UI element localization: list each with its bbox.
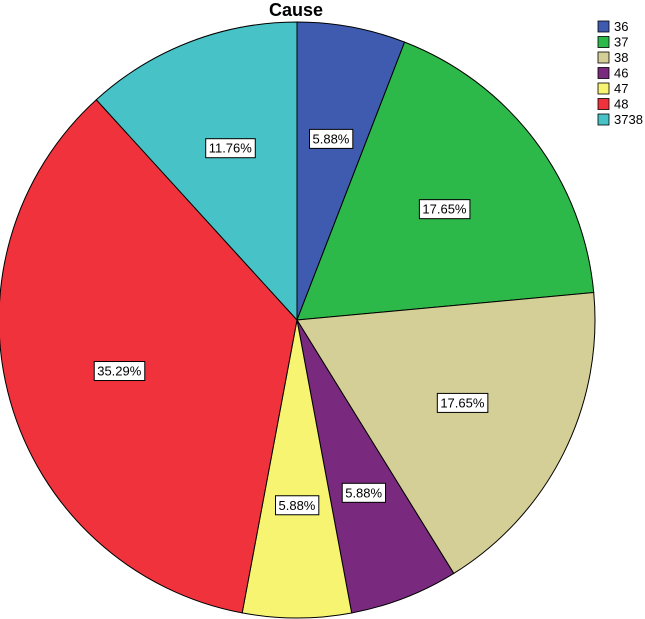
slice-label-box-48	[93, 361, 146, 382]
pie-slices	[0, 21, 596, 619]
pie-slice-48	[0, 99, 298, 614]
legend-swatch-36	[597, 20, 610, 33]
slice-label-box-37	[418, 199, 471, 220]
legend-label-37: 37	[614, 35, 628, 50]
pie-slice-3738	[95, 21, 298, 322]
slice-label-box-38	[436, 392, 489, 413]
legend-label-48: 48	[614, 97, 628, 112]
legend-swatch-46	[597, 67, 610, 79]
slice-label-box-46	[341, 482, 387, 503]
legend-label-38: 38	[614, 50, 628, 65]
slice-label-46: 5.88%	[345, 485, 382, 500]
legend-swatch-48	[597, 98, 610, 110]
legend-swatch-47	[597, 82, 610, 95]
slice-label-36: 5.88%	[313, 131, 350, 146]
legend-swatch-38	[597, 51, 610, 64]
pie-slice-37	[296, 41, 595, 321]
legend-swatch-37	[597, 36, 610, 48]
legend-label-3738: 3738	[614, 112, 643, 127]
slice-label-38: 17.65%	[440, 395, 485, 410]
pie-slice-38	[296, 292, 596, 575]
chart-title: Cause	[269, 0, 323, 20]
slice-label-47: 5.88%	[279, 498, 316, 513]
slice-label-48: 35.29%	[97, 364, 142, 379]
legend-swatch-3738	[597, 113, 610, 126]
slice-label-3738: 11.76%	[209, 141, 253, 156]
slice-label-box-36	[309, 128, 354, 149]
slice-label-box-3738	[205, 138, 256, 159]
slice-label-37: 17.65%	[422, 202, 467, 217]
slice-label-box-47	[275, 495, 320, 516]
legend-label-47: 47	[614, 81, 628, 96]
legend-label-46: 46	[614, 66, 628, 81]
legend-label-36: 36	[614, 19, 628, 34]
slice-labels: 5.88% 17.65% 17.65% 5.88% 5.88% 35.29% 11.76%	[93, 128, 489, 516]
